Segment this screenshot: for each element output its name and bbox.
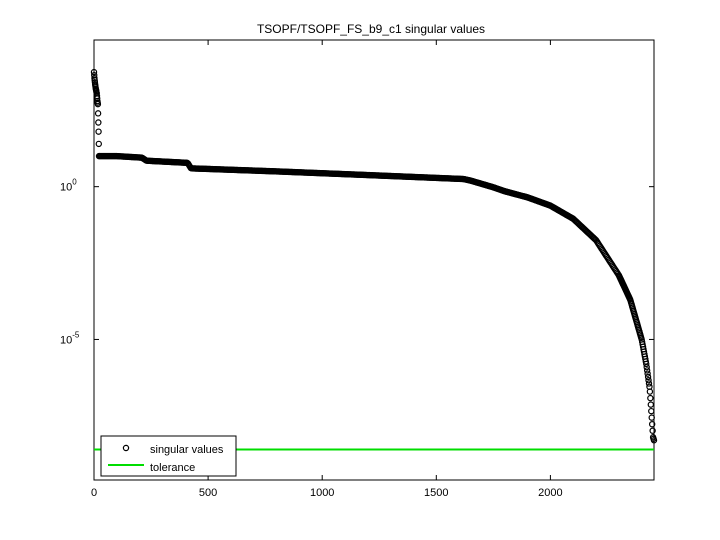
data-point bbox=[643, 367, 651, 374]
legend-box bbox=[100, 435, 237, 477]
chart-title: TSOPF/TSOPF_FS_b9_c1 singular values bbox=[257, 22, 485, 36]
legend-label-singular-values: singular values bbox=[150, 444, 224, 456]
x-tick-label: 1500 bbox=[424, 487, 448, 499]
data-point bbox=[647, 401, 655, 408]
data-point bbox=[644, 373, 652, 381]
x-tick-label: 0 bbox=[91, 487, 97, 499]
y-tick-label: 10-5 bbox=[60, 330, 80, 346]
data-point bbox=[644, 370, 651, 377]
data-point bbox=[648, 407, 655, 415]
x-axis-ticks: 0 500 1000 1500 2000 bbox=[91, 40, 563, 499]
legend: singular values tolerance bbox=[100, 435, 237, 477]
singular-values-series bbox=[90, 68, 658, 444]
legend-label-tolerance: tolerance bbox=[150, 462, 195, 474]
data-point bbox=[643, 360, 650, 368]
x-tick-label: 1000 bbox=[310, 487, 334, 499]
data-point bbox=[94, 100, 102, 108]
data-point bbox=[645, 376, 652, 384]
data-point bbox=[95, 128, 102, 135]
data-point bbox=[90, 68, 98, 76]
y-axis-ticks: 100 10-5 bbox=[60, 178, 654, 346]
x-tick-label: 2000 bbox=[538, 487, 562, 499]
data-point bbox=[95, 119, 102, 126]
legend-marker-singular-values bbox=[122, 444, 130, 452]
x-tick-label: 500 bbox=[199, 487, 217, 499]
data-point bbox=[645, 380, 653, 387]
plot-area bbox=[93, 39, 655, 481]
data-point bbox=[95, 140, 102, 148]
data-point bbox=[648, 420, 656, 428]
data-point bbox=[646, 388, 654, 395]
data-point bbox=[650, 437, 658, 444]
y-tick-label: 100 bbox=[60, 178, 77, 194]
data-point bbox=[649, 427, 656, 434]
data-point bbox=[647, 394, 654, 402]
data-point bbox=[643, 363, 650, 371]
data-point bbox=[648, 414, 655, 421]
data-point bbox=[94, 110, 102, 117]
data-point bbox=[642, 358, 649, 365]
